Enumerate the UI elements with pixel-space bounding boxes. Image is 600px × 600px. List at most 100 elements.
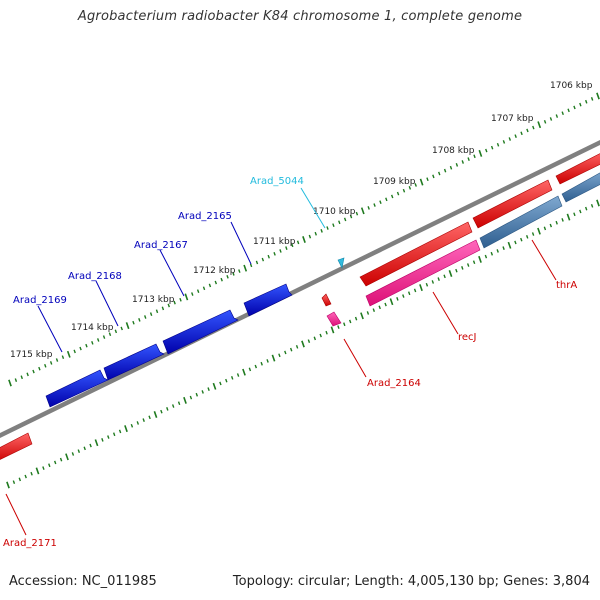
ruler-minor-tick: [372, 308, 376, 312]
ruler-minor-tick: [543, 119, 547, 124]
ruler-minor-tick: [549, 223, 553, 228]
ruler-minor-tick: [526, 128, 529, 133]
ruler-major-tick: [183, 396, 187, 404]
gene-arrow-arad-2169[interactable]: [45, 369, 109, 408]
gene-arrow-red-1[interactable]: [359, 221, 473, 287]
ruler-major-tick: [125, 322, 130, 330]
gene-label-recj[interactable]: recJ: [458, 332, 477, 343]
kbp-label-1713: 1713 kbp: [132, 295, 175, 305]
gene-arrow-red-3[interactable]: [555, 151, 600, 185]
gene-label-arad-2167[interactable]: Arad_2167: [134, 240, 188, 251]
ruler-minor-tick: [378, 305, 381, 310]
ruler-minor-tick: [160, 409, 163, 414]
ruler-minor-tick: [466, 263, 470, 267]
ruler-minor-tick: [285, 246, 288, 250]
ruler-major-tick: [537, 121, 542, 129]
leader-arad-2169: [37, 305, 63, 353]
gene-label-arad-5044[interactable]: Arad_5044: [250, 176, 304, 187]
gene-arrow-arad-2165[interactable]: [243, 283, 293, 317]
ruler-minor-tick: [573, 105, 576, 110]
ruler-minor-tick: [343, 217, 347, 222]
ruler-minor-tick: [148, 415, 151, 420]
ruler-major-tick: [35, 467, 40, 475]
gene-label-arad-2164[interactable]: Arad_2164: [367, 378, 421, 389]
gene-arrow-arad-2168[interactable]: [103, 343, 165, 381]
ruler-minor-tick: [73, 349, 76, 354]
ruler-minor-tick: [220, 277, 223, 282]
ruler-minor-tick: [226, 274, 229, 279]
ruler-major-tick: [596, 92, 600, 100]
ruler-minor-tick: [189, 395, 193, 400]
ruler-minor-tick: [579, 209, 582, 214]
ruler-minor-tick: [89, 443, 92, 448]
gene-arrow-arad-2164[interactable]: [326, 311, 342, 327]
ruler-minor-tick: [96, 338, 100, 342]
kbp-label-1709: 1709 kbp: [373, 177, 416, 187]
ruler-minor-tick: [284, 350, 287, 355]
ruler-minor-tick: [112, 432, 116, 437]
gene-arrow-arad-5044[interactable]: [337, 257, 345, 269]
ruler-minor-tick: [472, 260, 476, 265]
ruler-minor-tick: [355, 211, 359, 216]
ruler-major-tick: [478, 255, 482, 263]
gene-arrow-steel-2[interactable]: [561, 170, 600, 203]
ruler-minor-tick: [396, 297, 399, 301]
ruler-minor-tick: [118, 429, 122, 434]
ruler-minor-tick: [408, 186, 412, 190]
ruler-minor-tick: [319, 333, 322, 338]
ruler-minor-tick: [71, 452, 75, 456]
ruler-major-tick: [360, 312, 364, 320]
gene-label-thra[interactable]: thrA: [556, 280, 577, 291]
ruler-minor-tick: [573, 212, 576, 217]
leader-arad-2167: [159, 249, 185, 297]
ruler-minor-tick: [12, 480, 16, 485]
kbp-label-1712: 1712 kbp: [193, 266, 236, 276]
ruler-minor-tick: [79, 346, 82, 351]
ruler-minor-tick: [490, 251, 494, 256]
ruler-minor-tick: [484, 254, 488, 259]
ruler-minor-tick: [260, 361, 263, 366]
ruler-minor-tick: [30, 471, 33, 476]
gene-label-arad-2165[interactable]: Arad_2165: [178, 211, 232, 222]
ruler-minor-tick: [207, 387, 210, 391]
ruler-major-tick: [124, 425, 128, 433]
gene-arrow-arad-2171[interactable]: [0, 432, 33, 462]
gene-arrow-recj[interactable]: [365, 239, 481, 307]
ruler-minor-tick: [248, 367, 252, 372]
gene-arrow-red-2[interactable]: [472, 179, 553, 229]
gene-label-arad-2171[interactable]: Arad_2171: [3, 538, 57, 549]
ruler-minor-tick: [142, 418, 145, 422]
ruler-minor-tick: [261, 257, 265, 262]
ruler-minor-tick: [83, 446, 86, 451]
ruler-minor-tick: [171, 404, 175, 408]
ruler-minor-tick: [367, 206, 370, 210]
ruler-major-tick: [212, 382, 217, 390]
ruler-major-tick: [566, 213, 571, 221]
ruler-major-tick: [507, 241, 512, 249]
ruler-minor-tick: [279, 249, 282, 253]
ruler-minor-tick: [289, 347, 293, 352]
ruler-minor-tick: [337, 325, 340, 329]
accession-info: Accession: NC_011985: [9, 574, 157, 589]
leader-arad-2171: [5, 493, 27, 536]
ruler-minor-tick: [461, 266, 464, 270]
ruler-major-tick: [65, 453, 69, 461]
gene-arrow-thra[interactable]: [479, 195, 563, 249]
ruler-minor-tick: [202, 286, 206, 291]
gene-label-arad-2169[interactable]: Arad_2169: [13, 295, 67, 306]
ruler-major-tick: [271, 354, 276, 362]
ruler-minor-tick: [584, 206, 588, 211]
ruler-minor-tick: [101, 438, 104, 442]
ruler-minor-tick: [166, 407, 169, 411]
gene-arrow-arad-2167[interactable]: [162, 309, 239, 355]
ruler-minor-tick: [567, 108, 570, 113]
ruler-minor-tick: [219, 381, 222, 386]
gene-arrow-arad-2164-small-red[interactable]: [321, 293, 332, 307]
ruler-major-tick: [596, 199, 600, 207]
leader-thra: [531, 239, 557, 281]
ruler-minor-tick: [384, 302, 387, 307]
ruler-minor-tick: [390, 194, 394, 199]
chromosome-backbone: [0, 139, 600, 439]
gene-label-arad-2168[interactable]: Arad_2168: [68, 271, 122, 282]
ruler-minor-tick: [102, 335, 106, 339]
